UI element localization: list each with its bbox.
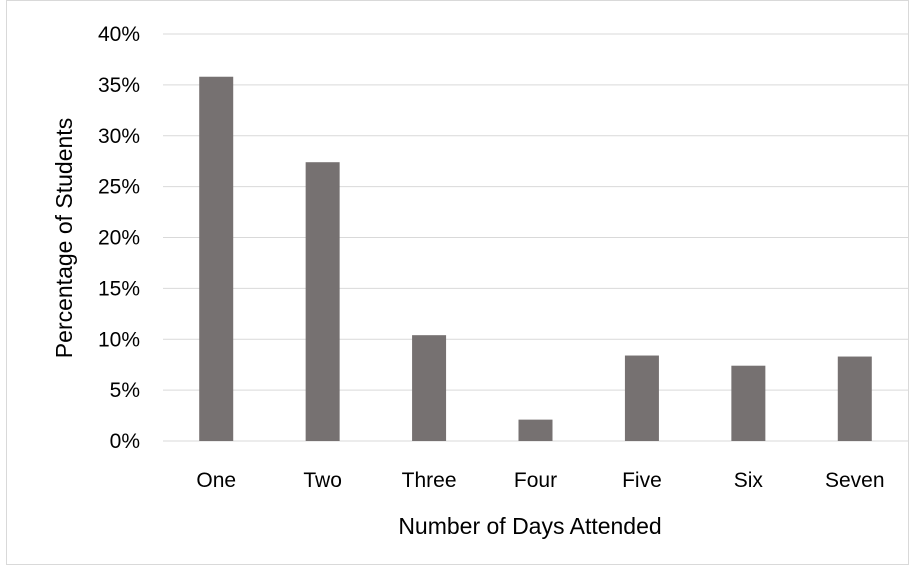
x-tick-label: Four bbox=[514, 469, 557, 492]
bar-five bbox=[624, 355, 659, 441]
y-tick-label: 25% bbox=[98, 176, 140, 199]
x-tick-label: Six bbox=[734, 469, 764, 492]
x-axis-tick-labels: One Two Three Four Five Six Seven bbox=[196, 469, 884, 492]
bar-seven bbox=[837, 356, 872, 441]
x-tick-label: One bbox=[196, 469, 236, 492]
y-tick-label: 5% bbox=[110, 379, 140, 402]
y-tick-label: 10% bbox=[98, 328, 140, 351]
bar-one bbox=[199, 76, 234, 442]
y-tick-label: 20% bbox=[98, 227, 140, 250]
y-tick-label: 15% bbox=[98, 277, 140, 300]
y-axis-tick-labels: 0% 5% 10% 15% 20% 25% 30% 35% 40% bbox=[98, 23, 140, 453]
bar-four bbox=[518, 419, 553, 441]
x-tick-label: Seven bbox=[825, 469, 885, 492]
x-axis-title: Number of Days Attended bbox=[398, 513, 661, 539]
gridlines bbox=[163, 33, 908, 442]
bar-three bbox=[412, 335, 447, 441]
chart-frame bbox=[6, 0, 909, 565]
y-tick-label: 40% bbox=[98, 23, 140, 46]
y-tick-label: 30% bbox=[98, 125, 140, 148]
bar-two bbox=[305, 162, 340, 441]
x-tick-label: Two bbox=[303, 469, 342, 492]
bar-six bbox=[731, 365, 766, 441]
y-tick-label: 35% bbox=[98, 74, 140, 97]
y-axis-title: Percentage of Students bbox=[51, 118, 77, 358]
x-tick-label: Five bbox=[622, 469, 662, 492]
bars bbox=[199, 76, 872, 442]
y-tick-label: 0% bbox=[110, 430, 140, 453]
x-tick-label: Three bbox=[402, 469, 457, 492]
